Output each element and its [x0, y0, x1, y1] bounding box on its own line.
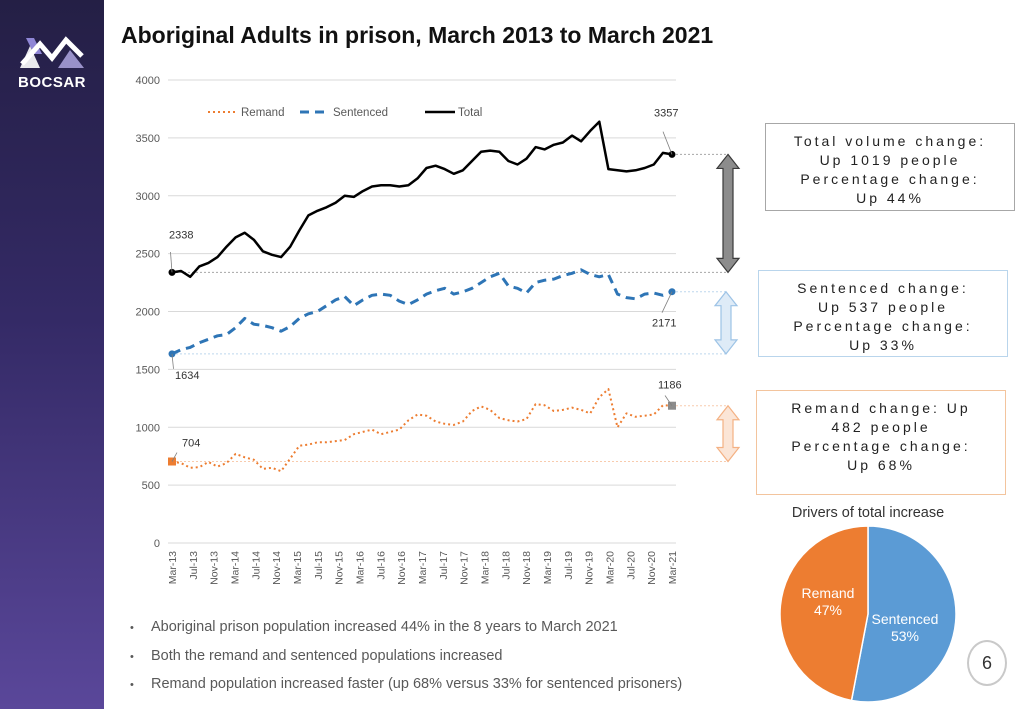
bullet-item: • Remand population increased faster (up …: [130, 676, 682, 705]
x-tick-label: Mar-19: [542, 551, 554, 584]
bullet-text: Aboriginal prison population increased 4…: [151, 619, 618, 635]
leader-line: [171, 353, 174, 369]
sentenced-change-line: Up 33%: [849, 337, 917, 353]
legend-label: Sentenced: [333, 107, 388, 119]
x-tick-label: Jul-18: [500, 551, 512, 580]
x-tick-label: Mar-15: [292, 551, 304, 584]
y-tick-label: 4000: [136, 75, 160, 87]
sentenced-change-arrow-icon: [713, 290, 739, 355]
sentenced-change-line: Up 537 people: [817, 299, 949, 315]
remand-change-arrow-icon: [715, 404, 741, 463]
sentenced-change-line: Sentenced change:: [797, 280, 969, 296]
x-tick-label: Mar-14: [230, 551, 242, 584]
remand-change-box: Remand change: Up 482 people Percentage …: [756, 390, 1006, 495]
legend-label: Total: [458, 107, 482, 119]
x-tick-label: Mar-20: [605, 551, 617, 584]
pie-slice-label: Sentenced: [872, 611, 939, 627]
pie-slice-remand: [779, 525, 869, 702]
x-tick-label: Jul-17: [438, 551, 450, 580]
bullet-dot: •: [130, 650, 134, 663]
y-tick-label: 3500: [136, 133, 160, 145]
pie-title: Drivers of total increase: [791, 505, 945, 521]
pie-slice-label: Remand: [802, 585, 855, 601]
leader-line: [664, 395, 673, 406]
data-label: 2171: [652, 318, 676, 330]
brand-name: BOCSAR: [17, 74, 86, 91]
leader-line: [661, 291, 673, 313]
total-change-arrow-icon: [715, 153, 741, 274]
x-tick-label: Mar-16: [355, 551, 367, 584]
x-tick-label: Mar-17: [417, 551, 429, 584]
x-tick-label: Nov-17: [459, 551, 471, 585]
remand-change-line: Remand change: Up: [791, 400, 971, 416]
x-tick-label: Jul-16: [375, 551, 387, 580]
x-tick-label: Mar-21: [667, 551, 679, 584]
sidebar: BOCSAR: [0, 0, 104, 709]
data-label: 704: [182, 438, 200, 450]
x-tick-label: Nov-20: [646, 551, 658, 585]
sentenced-change-line: Percentage change:: [793, 318, 973, 334]
pie-slice-sentenced: [850, 525, 957, 703]
series-line-total: [171, 120, 673, 279]
bullet-item: • Both the remand and sentenced populatio…: [130, 648, 682, 677]
series-line-remand: [171, 388, 673, 473]
page-number: 6: [967, 640, 1007, 686]
y-tick-label: 3000: [136, 191, 160, 203]
x-tick-label: Nov-15: [334, 551, 346, 585]
bullet-dot: •: [130, 622, 134, 634]
x-tick-label: Mar-18: [480, 551, 492, 584]
total-change-line: Total volume change:: [793, 133, 987, 149]
data-label: 1186: [658, 380, 682, 392]
x-tick-label: Jul-20: [625, 551, 637, 580]
page-title: Aboriginal Adults in prison, March 2013 …: [121, 22, 714, 48]
total-change-line: Up 1019 people: [819, 152, 961, 168]
bullet-text: Remand population increased faster (up 6…: [151, 676, 683, 692]
x-tick-label: Jul-14: [250, 551, 262, 580]
y-tick-label: 1000: [136, 422, 160, 434]
bullet-list: • Aboriginal prison population increased …: [130, 619, 682, 705]
bullet-dot: •: [130, 679, 134, 691]
y-tick-label: 0: [154, 538, 160, 550]
x-tick-label: Nov-18: [521, 551, 533, 585]
y-tick-label: 2500: [136, 249, 160, 261]
series-line-sentenced: [171, 268, 673, 356]
x-tick-label: Jul-19: [563, 551, 575, 580]
total-change-line: Percentage change:: [800, 171, 980, 187]
x-tick-label: Nov-16: [396, 551, 408, 585]
data-label: 1634: [175, 370, 199, 382]
leader-line: [170, 251, 173, 273]
x-tick-label: Jul-13: [188, 551, 200, 580]
x-tick-label: Jul-15: [313, 551, 325, 580]
y-tick-label: 500: [142, 480, 160, 492]
data-label: 3357: [654, 107, 678, 119]
pie-slice-percent: 53%: [891, 628, 919, 644]
legend-label: Remand: [241, 107, 284, 119]
leader-line: [662, 131, 673, 155]
x-tick-label: Nov-14: [271, 551, 283, 585]
y-tick-label: 1500: [136, 364, 160, 376]
leader-line: [171, 452, 178, 462]
remand-change-line: Percentage change:: [791, 438, 971, 454]
total-change-line: Up 44%: [856, 190, 924, 206]
y-tick-label: 2000: [136, 307, 160, 319]
x-tick-label: Mar-13: [167, 551, 179, 584]
sentenced-change-box: Sentenced change: Up 537 people Percenta…: [758, 270, 1008, 357]
remand-change-line: Up 68%: [847, 457, 915, 473]
x-tick-label: Nov-19: [584, 551, 596, 585]
data-label: 2338: [169, 229, 193, 241]
total-change-box: Total volume change: Up 1019 people Perc…: [765, 123, 1015, 211]
pie-slice-percent: 47%: [814, 602, 842, 618]
bullet-item: • Aboriginal prison population increased …: [130, 619, 682, 648]
bocsar-logo-icon: [20, 36, 84, 68]
remand-change-line: 482 people: [831, 419, 931, 435]
bullet-text: Both the remand and sentenced population…: [151, 647, 503, 664]
x-tick-label: Nov-13: [209, 551, 221, 585]
